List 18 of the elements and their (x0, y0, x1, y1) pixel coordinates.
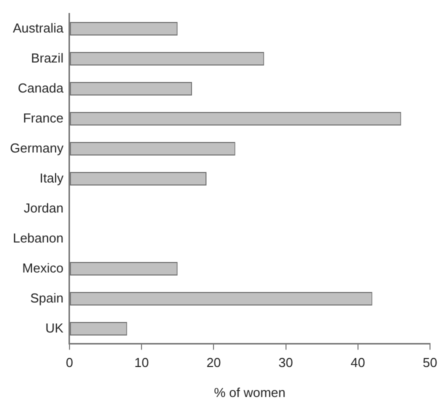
x-tick-label: 10 (134, 355, 149, 370)
x-tick-label: 30 (278, 355, 294, 370)
y-tick-label: Spain (30, 290, 64, 306)
x-axis-title: % of women (214, 384, 286, 400)
y-tick-label: Canada (18, 80, 64, 96)
y-tick-label: Lebanon (12, 230, 64, 246)
y-tick-label: Mexico (22, 260, 64, 276)
x-tick-label: 40 (350, 355, 366, 370)
x-tick-label: 50 (422, 355, 438, 370)
x-tick-label: 20 (206, 355, 221, 370)
y-tick-label: Italy (40, 170, 64, 186)
y-tick-label: Brazil (30, 50, 64, 66)
x-tick-label: 0 (66, 355, 74, 370)
y-tick-label: UK (45, 320, 64, 336)
y-tick-label: France (22, 110, 64, 126)
y-tick-label: Jordan (24, 200, 64, 216)
y-tick-label: Australia (12, 20, 64, 36)
y-tick-label: Germany (10, 140, 64, 156)
